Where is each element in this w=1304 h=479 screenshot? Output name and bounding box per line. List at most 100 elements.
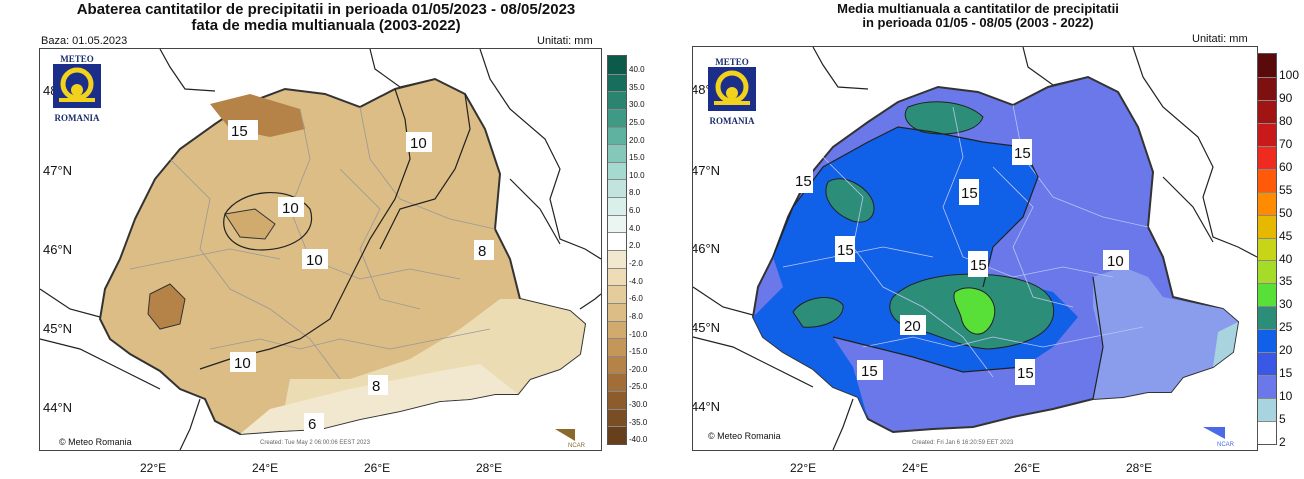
right-lat-label-45: 45°N (693, 320, 720, 335)
left-lat-label-45: 45°N (43, 321, 72, 336)
colorbar-label: 50 (1279, 205, 1293, 220)
right-map-title-line1: Media multianuala a cantitatilor de prec… (837, 1, 1119, 16)
left-colorbar (607, 55, 627, 445)
left-lon-label-22: 22°E (140, 461, 167, 475)
colorbar-swatch (608, 408, 626, 427)
colorbar-label: -30.0 (629, 400, 648, 410)
colorbar-label: 35 (1279, 274, 1293, 289)
right-logo-top-text: METEO (715, 57, 749, 67)
colorbar-swatch (608, 179, 626, 198)
colorbar-label: 6.0 (629, 206, 641, 216)
left-created-stamp: Created: Tue May 2 06:00:06 EEST 2023 (260, 440, 370, 446)
colorbar-swatch (1258, 421, 1276, 445)
colorbar-label: 40.0 (629, 65, 645, 74)
colorbar-swatch (608, 355, 626, 374)
right-contour-label-9: 15 (1017, 365, 1034, 382)
colorbar-label: -10.0 (629, 329, 648, 339)
colorbar-label: 2 (1279, 435, 1286, 450)
right-meteo-romania-logo: METEO ROMANIA (698, 57, 766, 137)
colorbar-label: 25.0 (629, 117, 645, 127)
right-map-canvas: 48°N 47°N 46°N 45°N 44°N 15 15 15 15 15 … (693, 47, 1257, 450)
colorbar-label: -15.0 (629, 347, 648, 357)
colorbar-label: 70 (1279, 136, 1293, 151)
left-map-units-label: Unitati: mm (537, 35, 593, 47)
left-lon-label-26: 26°E (364, 461, 391, 475)
left-contour-label-8: 6 (308, 416, 316, 433)
left-map-frame: 48°N 47°N 46°N 45°N 44°N 15 10 10 10 8 1… (39, 48, 602, 451)
left-contour-label-1: 15 (231, 123, 248, 140)
left-map-panel: Abaterea cantitatilor de precipitatii in… (39, 1, 648, 475)
colorbar-swatch (608, 232, 626, 251)
right-contour-label-2: 15 (1014, 145, 1031, 162)
right-map-frame: 48°N 47°N 46°N 45°N 44°N 15 15 15 15 15 … (692, 46, 1258, 451)
colorbar-swatch (1258, 306, 1276, 330)
colorbar-swatch (1258, 237, 1276, 261)
colorbar-swatch (608, 338, 626, 357)
left-contour-label-2: 10 (410, 135, 427, 152)
right-contour-label-6: 10 (1107, 253, 1124, 270)
colorbar-swatch (1258, 76, 1276, 101)
meteo-logo-icon (53, 64, 101, 108)
colorbar-label: 5 (1279, 412, 1286, 427)
colorbar-swatch (608, 197, 626, 216)
right-created-stamp: Created: Fri Jan 6 16:20:59 EET 2023 (912, 440, 1014, 446)
colorbar-label: 8.0 (629, 188, 641, 198)
left-meteo-romania-logo: METEO ROMANIA (43, 54, 111, 134)
colorbar-label: 4.0 (629, 223, 641, 233)
colorbar-label: -35.0 (629, 417, 648, 427)
colorbar-label: 10.0 (629, 170, 645, 180)
colorbar-swatch (608, 250, 626, 269)
right-lat-label-47: 47°N (693, 163, 720, 178)
right-map-units-label: Unitati: mm (1192, 33, 1248, 45)
right-lon-label-26: 26°E (1014, 461, 1041, 475)
colorbar-label: 40 (1279, 251, 1293, 266)
left-lon-label-28: 28°E (476, 461, 503, 475)
left-map-title-line1: Abaterea cantitatilor de precipitatii in… (76, 1, 576, 18)
right-map-panel: Media multianuala a cantitatilor de prec… (652, 0, 1304, 479)
left-lat-label-47: 47°N (43, 163, 72, 178)
colorbar-label: 80 (1279, 113, 1293, 128)
colorbar-swatch (1258, 260, 1276, 284)
colorbar-swatch (608, 214, 626, 233)
left-copyright: © Meteo Romania (59, 437, 132, 447)
colorbar-swatch (1258, 398, 1276, 422)
right-copyright: © Meteo Romania (708, 431, 781, 441)
right-contour-label-5: 15 (970, 257, 987, 274)
colorbar-label: 10 (1279, 389, 1293, 404)
ncar-logo-icon (1203, 427, 1225, 439)
colorbar-swatch (1258, 122, 1276, 147)
colorbar-label: 15 (1279, 366, 1293, 381)
colorbar-label: 20 (1279, 343, 1293, 358)
right-lon-label-24: 24°E (902, 461, 929, 475)
colorbar-label: 20.0 (629, 135, 645, 145)
colorbar-swatch (608, 144, 626, 163)
right-contour-label-8: 15 (861, 363, 878, 380)
left-logo-bottom-text: ROMANIA (54, 113, 100, 123)
left-contour-label-6: 10 (234, 355, 251, 372)
left-lat-label-44: 44°N (43, 400, 72, 415)
colorbar-swatch (1258, 214, 1276, 239)
colorbar-label: -40.0 (629, 435, 648, 445)
colorbar-label: 30.0 (629, 100, 645, 110)
right-colorbar (1257, 53, 1277, 445)
left-contour-label-7: 8 (372, 378, 380, 395)
colorbar-label: 30 (1279, 297, 1293, 312)
colorbar-label: -20.0 (629, 364, 648, 374)
colorbar-swatch (608, 302, 626, 322)
colorbar-swatch (608, 126, 626, 145)
left-contour-label-4: 10 (306, 252, 323, 269)
colorbar-swatch (608, 285, 626, 304)
colorbar-swatch (608, 267, 626, 286)
right-contour-label-4: 15 (837, 242, 854, 259)
right-lat-label-46: 46°N (693, 241, 720, 256)
colorbar-label: 100 (1279, 68, 1300, 82)
right-lon-label-22: 22°E (790, 461, 817, 475)
left-lat-label-46: 46°N (43, 242, 72, 257)
left-map-base-label: Baza: 01.05.2023 (41, 35, 128, 47)
colorbar-label: 25 (1279, 320, 1293, 335)
colorbar-swatch (608, 373, 626, 392)
colorbar-swatch (608, 108, 626, 128)
colorbar-swatch (1258, 191, 1276, 216)
left-map-canvas: 48°N 47°N 46°N 45°N 44°N 15 10 10 10 8 1… (40, 49, 601, 450)
meteo-logo-icon (708, 67, 756, 111)
